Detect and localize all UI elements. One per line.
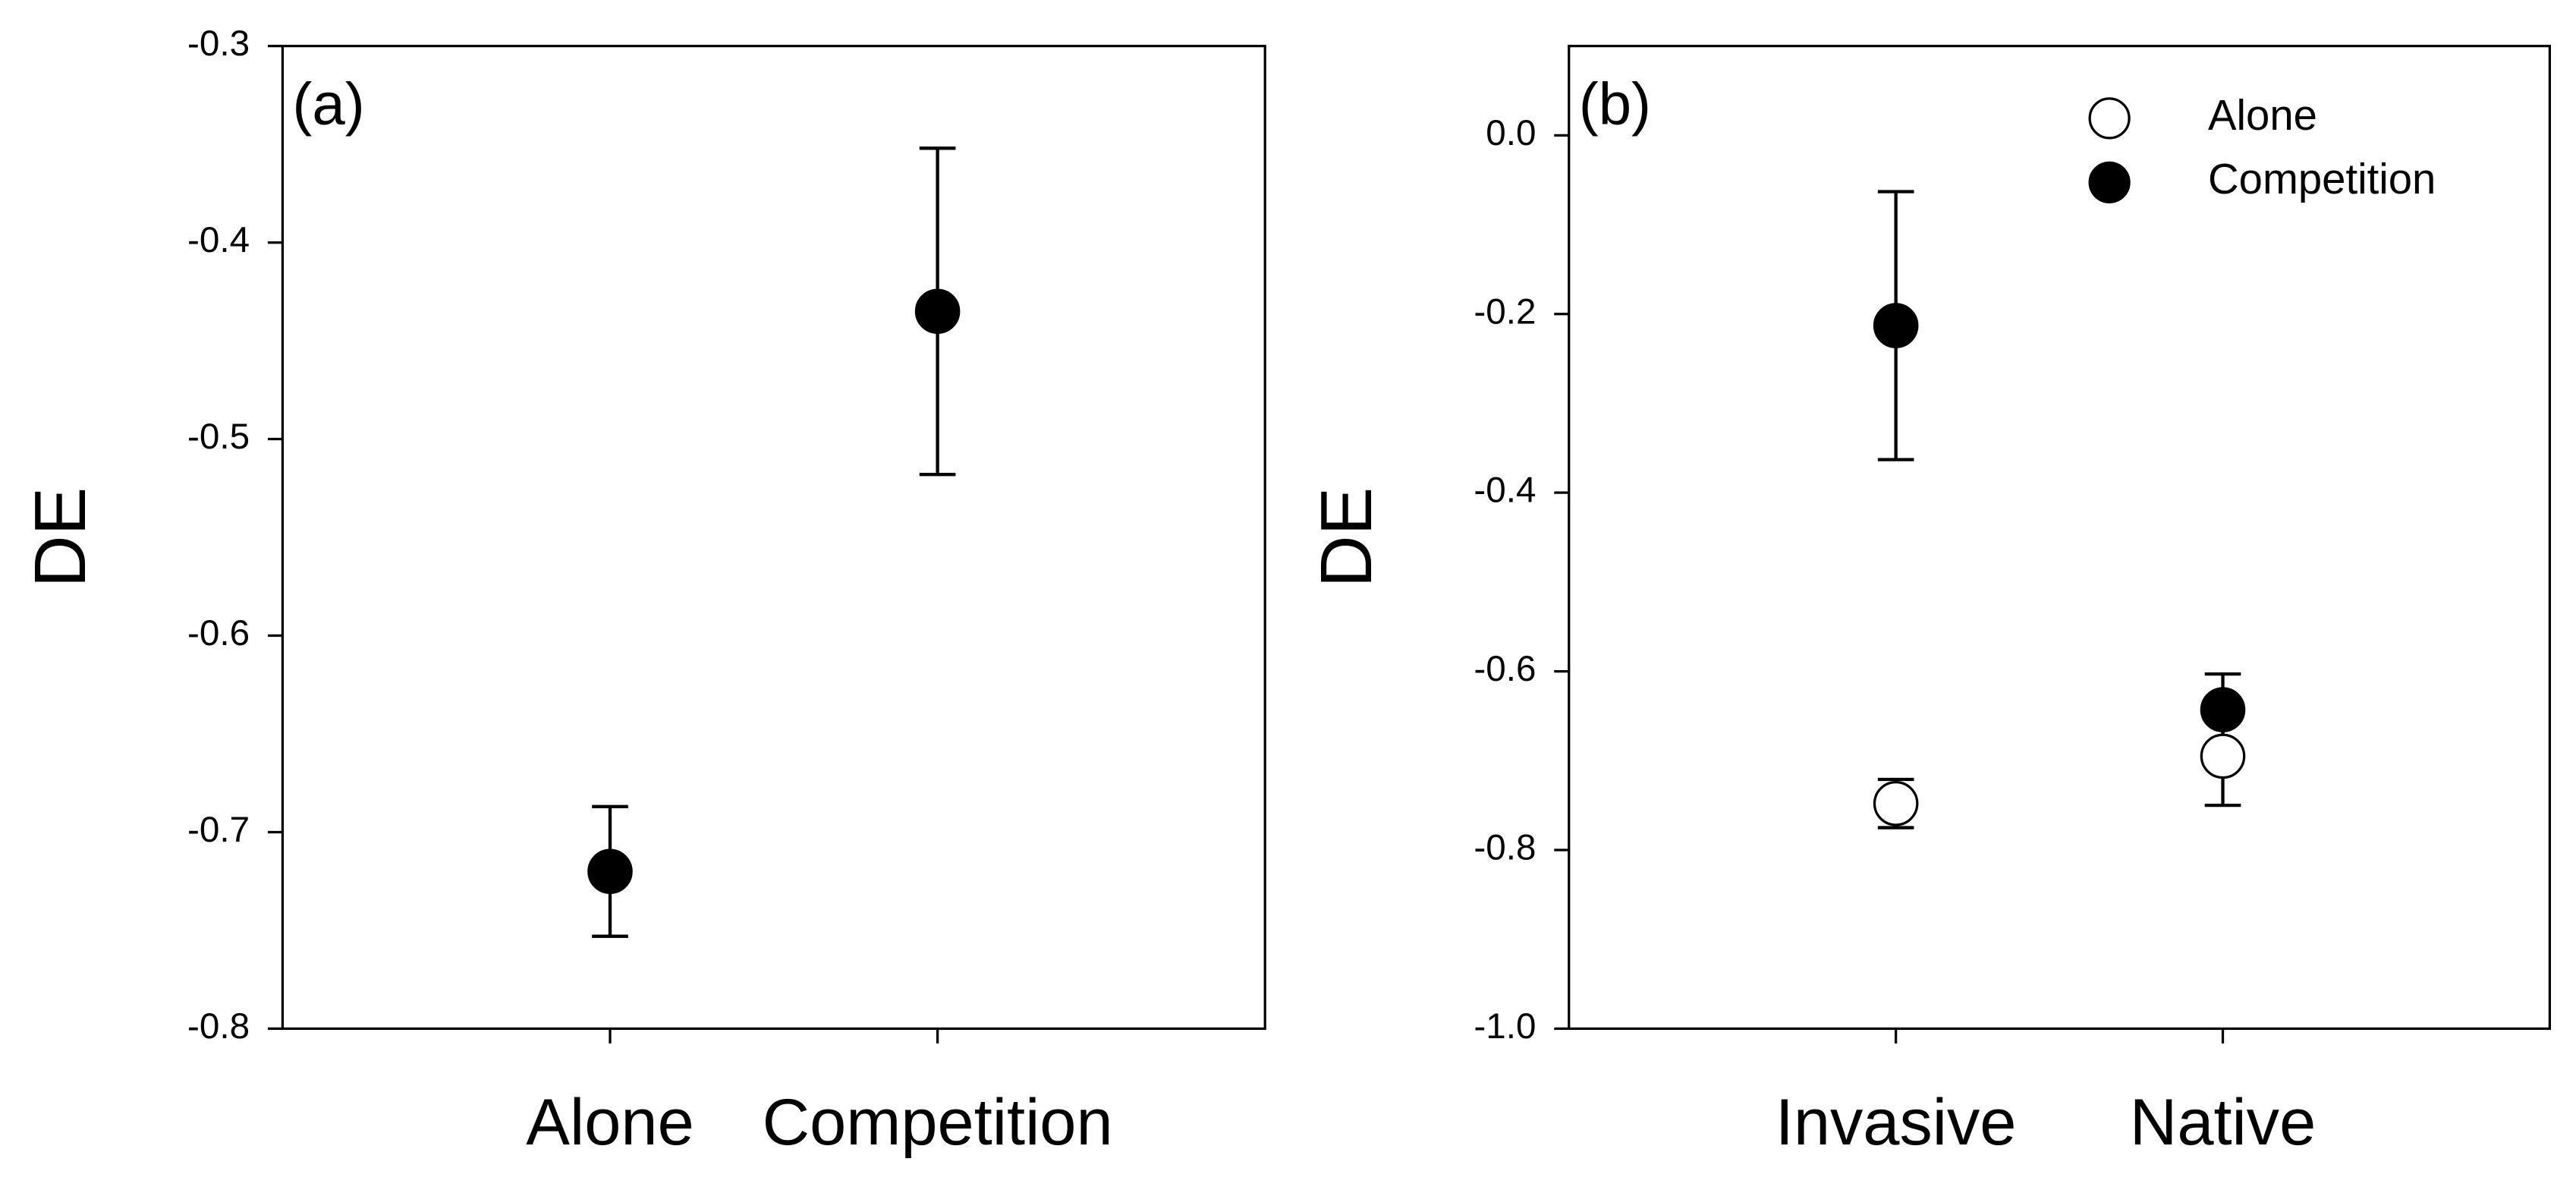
y-tick-label: -0.5 <box>187 417 250 457</box>
marker <box>2200 687 2246 732</box>
legend-label: Competition <box>2208 155 2436 203</box>
legend-marker <box>2088 97 2131 140</box>
marker <box>914 288 961 334</box>
x-tick-label: Native <box>2130 1086 2316 1159</box>
legend-marker <box>2088 161 2131 203</box>
figure-content: -0.3 -0.4 -0.5 -0.6 -0.7 -0.8 Alone Competition… <box>20 24 2552 1159</box>
y-tick-label: -0.6 <box>187 613 250 653</box>
x-tick-label: Invasive <box>1776 1086 2017 1159</box>
legend-label: Alone <box>2208 91 2317 139</box>
y-tick-label: -0.2 <box>1474 291 1536 332</box>
marker <box>1873 781 1919 826</box>
y-tick-label: -0.7 <box>187 810 250 850</box>
y-tick-label: -0.8 <box>1474 828 1536 868</box>
x-tick-label: Alone <box>526 1086 694 1159</box>
y-tick-label: -0.3 <box>187 24 250 64</box>
y-tick-label: -0.6 <box>1474 649 1536 689</box>
panel: -0.3 -0.4 -0.5 -0.6 -0.7 -0.8 Alone Competition… <box>20 24 1266 1159</box>
y-tick-label: -1.0 <box>1474 1006 1536 1047</box>
marker <box>2200 733 2246 779</box>
x-tick-label: Competition <box>763 1086 1113 1159</box>
y-tick-label: 0.0 <box>1486 113 1536 153</box>
marker <box>1873 303 1919 348</box>
y-axis-label: DE <box>1307 487 1387 587</box>
y-tick-label: -0.8 <box>187 1006 250 1047</box>
y-tick-label: -0.4 <box>187 220 250 260</box>
panel: 0.0 -0.2 -0.4 -0.6 -0.8 -1.0 Invasive Native DE (… <box>1307 45 2552 1159</box>
plot-frame <box>281 45 1266 1031</box>
panel-label: (a) <box>292 70 364 137</box>
marker <box>587 848 633 895</box>
y-axis-label: DE <box>20 487 101 587</box>
y-tick-label: -0.4 <box>1474 471 1536 511</box>
panel-label: (b) <box>1579 70 1651 137</box>
plot-frame <box>1568 45 2552 1031</box>
